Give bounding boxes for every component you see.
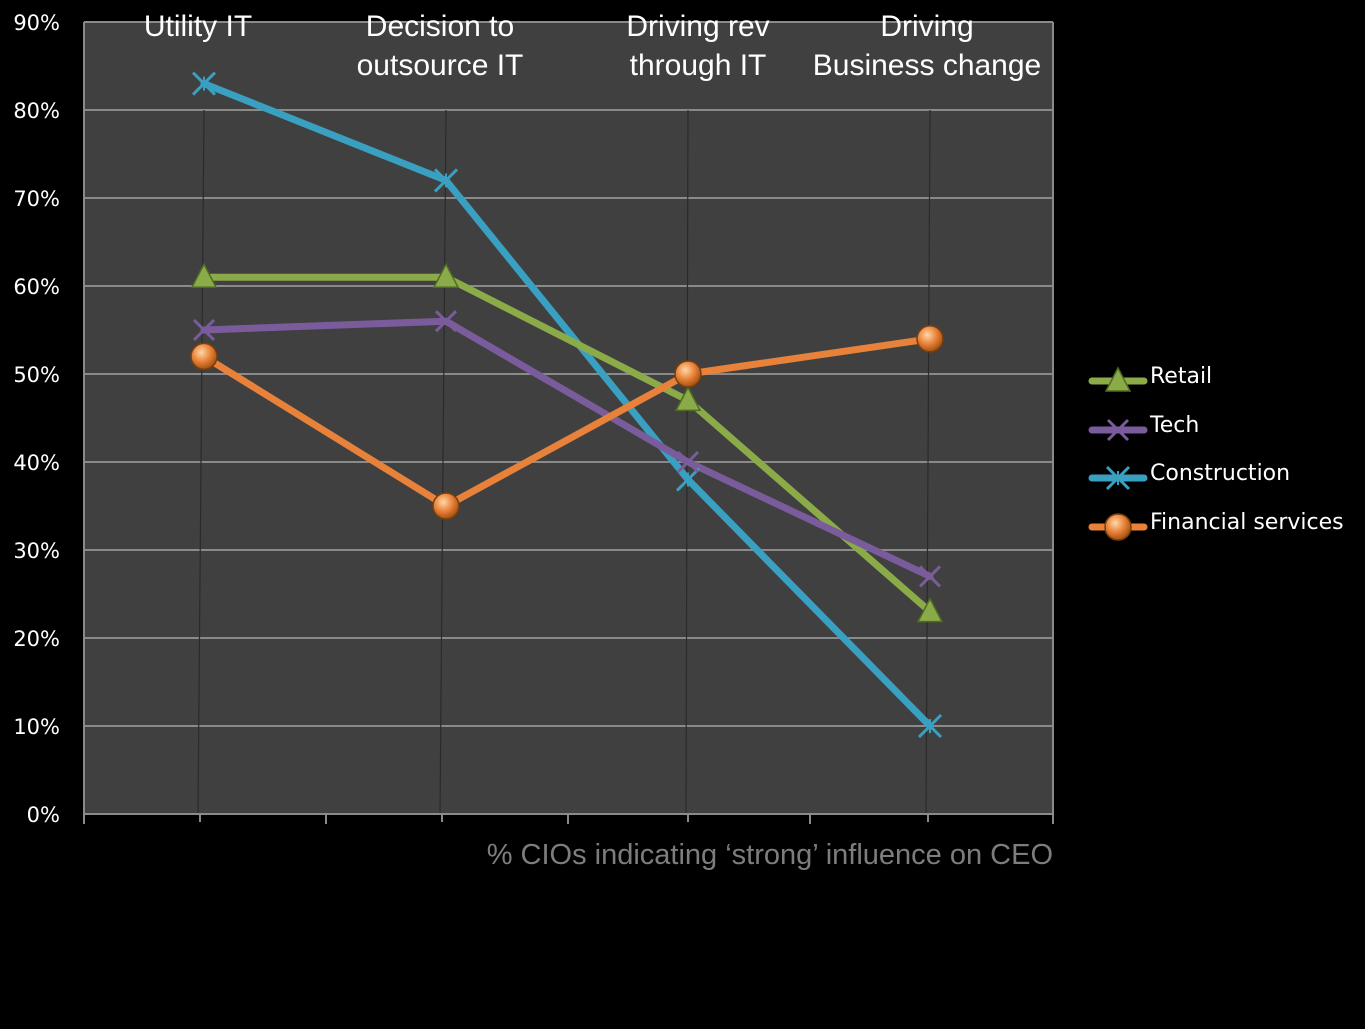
legend-label: Retail <box>1150 364 1213 389</box>
category-label-line: Driving <box>880 10 974 43</box>
series-markers-financial-services <box>190 325 944 520</box>
x-icon <box>676 450 700 474</box>
series-line-financial-services <box>200 335 934 510</box>
category-label: Utility IT <box>68 7 328 46</box>
legend-swatch <box>1088 418 1148 441</box>
star-icon <box>191 71 217 96</box>
legend-item: Retail <box>1088 358 1358 407</box>
series-line-construction <box>200 80 934 730</box>
legend-swatch <box>1088 366 1148 392</box>
legend-swatch <box>1088 465 1148 491</box>
legend-label: Financial services <box>1150 509 1344 535</box>
category-label: Driving Business change <box>797 7 1057 85</box>
legend-swatch <box>1088 512 1148 541</box>
x-axis-title: % CIOs indicating ‘strong’ influence on … <box>486 839 1053 871</box>
category-label-line: outsource IT <box>356 49 524 82</box>
star-icon <box>433 168 459 193</box>
triangle-icon <box>916 596 944 623</box>
legend-item: Financial services <box>1088 504 1358 553</box>
y-tick-label: 0% <box>27 803 60 827</box>
x-icon-stroke <box>434 310 458 333</box>
y-tick-label: 20% <box>13 627 60 651</box>
x-icon-stroke <box>918 565 942 588</box>
series-line-tech <box>200 317 934 580</box>
circle-icon <box>916 325 944 353</box>
category-label: Driving rev through IT <box>568 7 828 85</box>
triangle-icon <box>674 385 702 412</box>
star-icon <box>675 467 701 492</box>
y-tick-label: 30% <box>13 539 60 563</box>
x-icon <box>434 310 458 333</box>
circle-icon <box>190 342 218 371</box>
y-tick-label: 40% <box>13 451 60 475</box>
series <box>190 71 944 739</box>
x-icon-stroke <box>1106 418 1130 441</box>
category-label: Decision to outsource IT <box>310 7 570 85</box>
category-label-line: Utility IT <box>143 10 253 43</box>
star-icon <box>1105 465 1131 491</box>
x-icon <box>918 565 942 588</box>
legend-item: Tech <box>1088 407 1358 456</box>
category-label-line: Business change <box>812 49 1042 82</box>
category-label-line: Driving rev <box>626 10 770 43</box>
x-icon <box>192 318 216 342</box>
y-tick-label: 10% <box>13 715 60 739</box>
series-line-retail <box>200 273 934 616</box>
drop-line <box>197 109 205 815</box>
y-tick-labels: 0% 10% 20% 30% 40% 50% 60% 70% 80% 90% <box>13 11 60 827</box>
category-label-line: through IT <box>629 49 767 82</box>
legend-label: Construction <box>1150 461 1291 486</box>
axes <box>83 22 1054 824</box>
y-tick-label: 80% <box>13 99 60 123</box>
gridlines <box>84 21 1053 815</box>
y-tick-label: 60% <box>13 275 60 299</box>
x-icon <box>1106 418 1130 441</box>
circle-icon <box>1104 512 1132 541</box>
star-icon <box>917 713 943 739</box>
series-markers-construction <box>191 71 943 739</box>
drop-line <box>439 109 447 815</box>
legend-label: Tech <box>1150 412 1200 438</box>
x-icon-stroke <box>676 450 700 474</box>
triangle-icon <box>432 262 460 288</box>
drop-line <box>925 109 931 815</box>
circle-icon <box>674 360 702 388</box>
series-markers-retail <box>190 262 944 623</box>
x-icon-stroke <box>192 318 216 342</box>
legend: Retail Tech Construction Financial services <box>1088 358 1358 552</box>
triangle-icon <box>1104 366 1132 392</box>
plot-area <box>84 22 1053 814</box>
y-tick-label: 50% <box>13 363 60 387</box>
circle-icon <box>432 492 460 520</box>
y-tick-label: 70% <box>13 187 60 211</box>
y-tick-label: 90% <box>13 11 60 35</box>
legend-item: Construction <box>1088 455 1358 504</box>
triangle-icon <box>190 262 218 288</box>
series-markers-tech <box>192 310 942 588</box>
category-label-line: Decision to <box>365 10 515 43</box>
